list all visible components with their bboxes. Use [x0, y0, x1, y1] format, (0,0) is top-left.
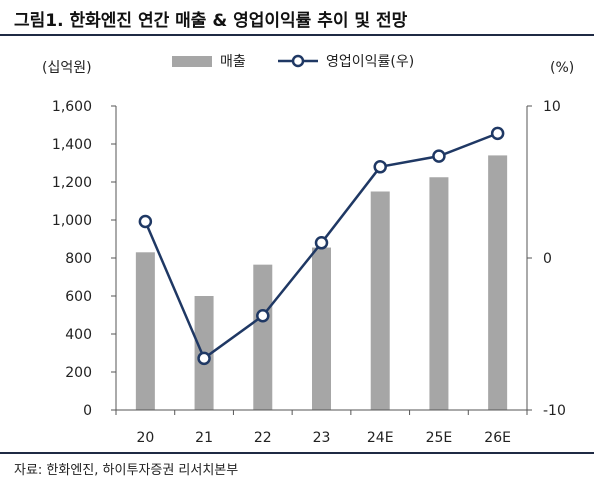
left-tick-label: 200 [65, 365, 92, 381]
left-tick-label: 1,400 [52, 137, 92, 153]
x-tick-label: 24E [367, 430, 394, 446]
margin-point [432, 149, 446, 163]
right-axis-unit: (%) [550, 60, 574, 76]
margin-point [256, 309, 270, 323]
x-tick-label: 26E [484, 430, 511, 446]
x-tick-label: 25E [426, 430, 453, 446]
bar-series [135, 155, 508, 410]
axes: 0 200 400 600 800 1,000 1,200 1,400 1,600 -10 0 10 2… [52, 99, 566, 446]
margin-point [314, 236, 329, 250]
x-tick-label: 20 [136, 430, 154, 446]
margin-point [490, 126, 505, 141]
sales-bar [370, 191, 390, 410]
line-series [138, 126, 505, 366]
source-divider [0, 452, 594, 454]
left-tick-label: 0 [83, 403, 92, 419]
source-note: 자료: 한화엔진, 하이투자증권 리서치본부 [14, 463, 239, 478]
x-tick-label: 22 [254, 430, 272, 446]
sales-bar [312, 247, 331, 410]
sales-bar [488, 155, 508, 410]
left-tick-label: 1,000 [52, 213, 92, 229]
legend-sales-label: 매출 [220, 54, 246, 70]
left-tick-label: 1,200 [52, 175, 92, 191]
sales-bar [135, 252, 155, 410]
right-tick-label: -10 [543, 403, 566, 419]
left-tick-label: 600 [65, 289, 92, 305]
sales-bar [429, 177, 449, 410]
legend: 매출 영업이익률(우) [172, 54, 414, 70]
margin-point [197, 351, 211, 366]
title-divider [0, 34, 594, 36]
legend-line-marker [291, 54, 305, 68]
sales-bar [253, 264, 273, 410]
figure-title: 그림1. 한화엔진 연간 매출 & 영업이익률 추이 및 전망 [14, 11, 408, 31]
left-axis-unit: (십억원) [42, 60, 92, 76]
x-tick-label: 21 [195, 430, 213, 446]
left-tick-label: 800 [65, 251, 92, 267]
legend-margin-label: 영업이익률(우) [326, 54, 414, 70]
margin-point [138, 214, 153, 229]
left-tick-label: 400 [65, 327, 92, 343]
left-tick-label: 1,600 [52, 99, 92, 115]
x-tick-label: 23 [313, 430, 331, 446]
right-tick-label: 0 [543, 251, 552, 267]
legend-bar-swatch [172, 56, 212, 67]
right-tick-label: 10 [543, 99, 561, 115]
margin-point [373, 160, 387, 174]
